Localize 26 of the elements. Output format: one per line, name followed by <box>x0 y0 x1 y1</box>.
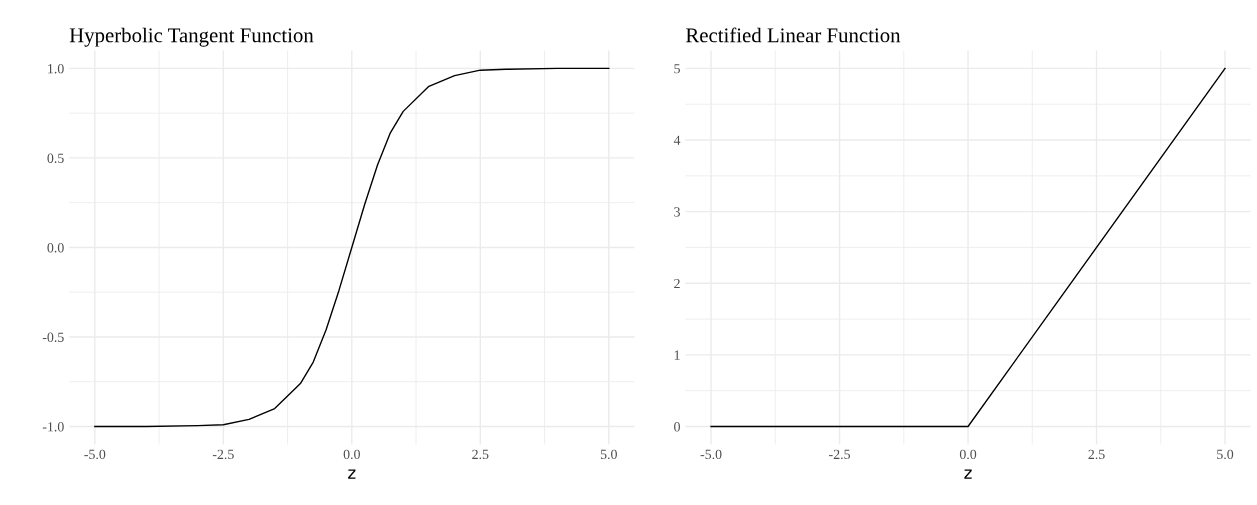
y-tick-label: 0.0 <box>47 243 64 253</box>
y-tick-label: 1.0 <box>48 63 64 74</box>
x-tick-label: 5.0 <box>600 449 617 460</box>
y-tick-label: 1 <box>674 350 680 360</box>
x-tick-label: -5.0 <box>700 449 722 460</box>
x-tick-label: 2.5 <box>1088 449 1105 460</box>
chart-title: Rectified Linear Function <box>685 27 901 43</box>
line-series <box>94 67 610 428</box>
x-tick-label: 0.0 <box>959 449 977 460</box>
y-tick-label: 0 <box>674 422 680 432</box>
y-tick-label: 2 <box>674 278 680 289</box>
y-tick-label: 4 <box>673 135 681 145</box>
x-axis-title: z <box>964 469 972 479</box>
y-tick-label: 0.5 <box>47 153 64 163</box>
x-tick-label: -5.0 <box>84 449 106 460</box>
x-tick-label: 5.0 <box>1217 449 1234 460</box>
x-tick-label: -2.5 <box>212 449 234 460</box>
y-tick-label: 5 <box>674 64 680 74</box>
y-tick-label: -1.0 <box>42 422 64 432</box>
x-axis-title: z <box>348 469 356 479</box>
y-tick-label: 3 <box>674 207 680 217</box>
x-tick-label: -2.5 <box>829 449 850 460</box>
x-tick-label: 0.0 <box>343 449 360 460</box>
x-tick-label: 2.5 <box>472 449 489 460</box>
y-tick-label: -0.5 <box>42 332 64 342</box>
chart-title: Hyperbolic Tangent Function <box>69 27 314 47</box>
